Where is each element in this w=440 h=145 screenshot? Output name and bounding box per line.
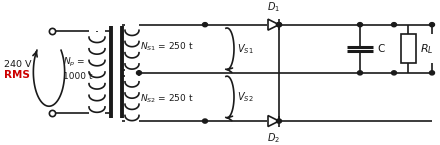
Circle shape (392, 71, 396, 75)
Circle shape (276, 23, 282, 27)
Text: $N_{S1}$ = 250 t: $N_{S1}$ = 250 t (140, 41, 194, 53)
Circle shape (276, 23, 282, 27)
Text: $V_{S1}$: $V_{S1}$ (237, 42, 253, 56)
Text: $V_{S2}$: $V_{S2}$ (237, 90, 253, 104)
Circle shape (136, 71, 142, 75)
Circle shape (202, 119, 208, 123)
Circle shape (429, 23, 434, 27)
Text: $N_p$ =
1000 t: $N_p$ = 1000 t (63, 56, 92, 81)
Circle shape (357, 23, 363, 27)
Circle shape (357, 71, 363, 75)
Text: $D_1$: $D_1$ (267, 0, 280, 14)
Text: $R_L$: $R_L$ (419, 42, 433, 56)
Text: 240 V: 240 V (4, 60, 32, 69)
FancyBboxPatch shape (400, 34, 415, 63)
Text: RMS: RMS (4, 70, 30, 80)
Circle shape (202, 23, 208, 27)
Text: $D_2$: $D_2$ (267, 131, 280, 145)
Circle shape (276, 119, 282, 123)
Text: C: C (377, 44, 385, 54)
Text: $N_{S2}$ = 250 t: $N_{S2}$ = 250 t (140, 92, 194, 105)
Circle shape (392, 23, 396, 27)
Circle shape (429, 71, 434, 75)
